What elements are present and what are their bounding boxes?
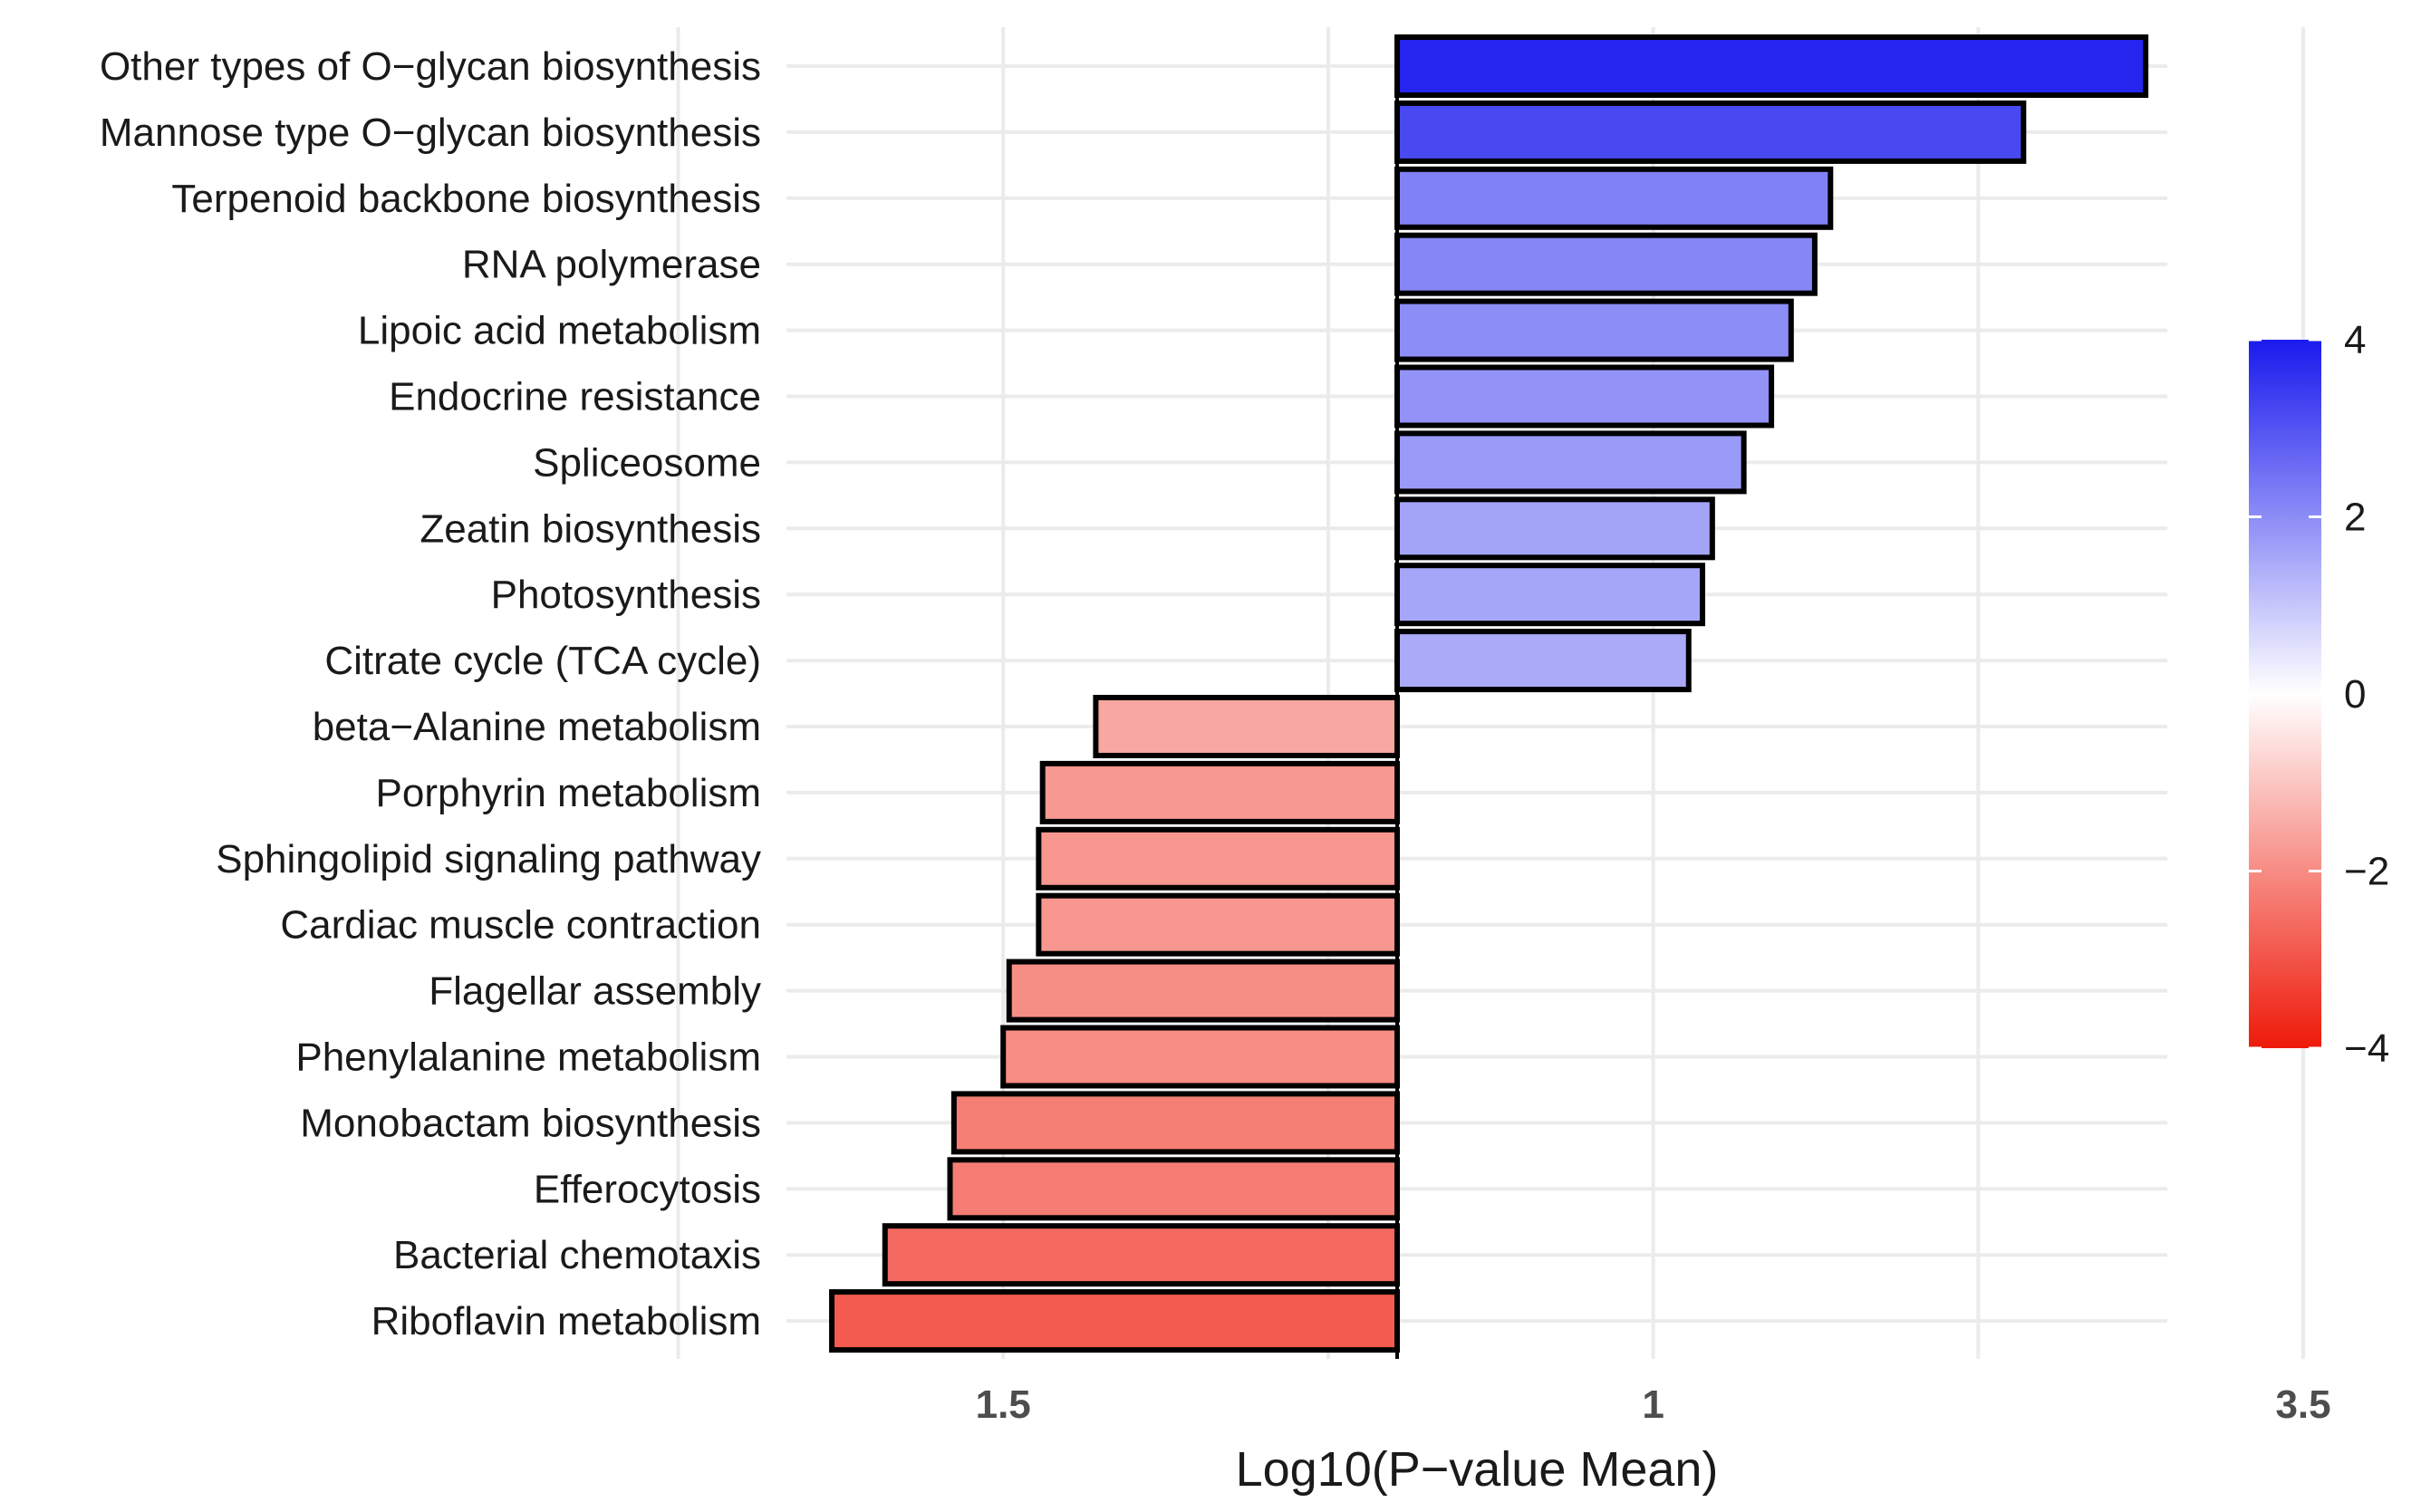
category-label: Lipoic acid metabolism [358, 309, 761, 353]
bar [1394, 232, 1818, 296]
colorbar-tick-label: 4 [2344, 318, 2366, 362]
bar [1394, 298, 1794, 362]
x-axis-tick-labels: 1.5 1 3.5 [976, 1382, 2331, 1427]
bar [1394, 629, 1692, 693]
colorbar-ticks: 4 2 0 −2 −4 [2249, 318, 2389, 1071]
x-tick-label: 1 [1642, 1382, 1664, 1427]
plot-panel [676, 27, 2306, 1359]
bar [829, 1289, 1400, 1353]
bar [1039, 760, 1401, 824]
x-tick-label: 3.5 [2275, 1382, 2330, 1427]
color-legend: 4 2 0 −2 −4 [2249, 318, 2389, 1071]
bar [1093, 695, 1401, 758]
bar [947, 1157, 1400, 1221]
colorbar-tick-label: 2 [2344, 496, 2366, 540]
category-label: Phenylalanine metabolism [295, 1035, 761, 1080]
category-label: Terpenoid backbone biosynthesis [171, 177, 761, 221]
bar [1394, 100, 2027, 164]
bar [1036, 826, 1401, 891]
category-label: beta−Alanine metabolism [313, 705, 761, 749]
category-label: Riboflavin metabolism [371, 1299, 761, 1343]
category-label: Spliceosome [533, 440, 761, 485]
colorbar-tick-label: 0 [2344, 672, 2366, 717]
category-label: Monobactam biosynthesis [300, 1101, 761, 1145]
bar [1036, 892, 1401, 957]
category-label: Bacterial chemotaxis [393, 1233, 761, 1277]
category-label: Photosynthesis [491, 573, 761, 617]
category-label: Zeatin biosynthesis [420, 506, 761, 551]
category-label: Porphyrin metabolism [376, 771, 762, 815]
category-label: Flagellar assembly [429, 969, 761, 1014]
category-label: Sphingolipid signaling pathway [216, 837, 761, 881]
x-axis-title: Log10(P−value Mean) [1236, 1442, 1719, 1497]
colorbar-tick-label: −4 [2344, 1026, 2389, 1071]
category-label: Cardiac muscle contraction [280, 903, 761, 948]
category-label: Efferocytosis [534, 1167, 761, 1211]
category-label: Mannose type O−glycan biosynthesis [100, 111, 761, 155]
category-label: Endocrine resistance [389, 375, 761, 419]
category-label: Citrate cycle (TCA cycle) [324, 639, 761, 683]
bar [1394, 430, 1747, 495]
bar [1394, 496, 1715, 561]
bar [1394, 563, 1705, 627]
category-axis-labels: Other types of O−glycan biosynthesis Mann… [100, 44, 761, 1343]
bar [1000, 1025, 1400, 1089]
bar [1394, 34, 2149, 98]
x-tick-label: 1.5 [976, 1382, 1031, 1427]
bars [829, 34, 2149, 1353]
bar [1006, 958, 1401, 1023]
category-label: Other types of O−glycan biosynthesis [100, 44, 761, 89]
bar [950, 1091, 1400, 1155]
bar [1394, 364, 1775, 429]
bar [1394, 166, 1834, 230]
bar [882, 1223, 1400, 1287]
category-label: RNA polymerase [462, 243, 761, 287]
colorbar-tick-label: −2 [2344, 850, 2389, 894]
